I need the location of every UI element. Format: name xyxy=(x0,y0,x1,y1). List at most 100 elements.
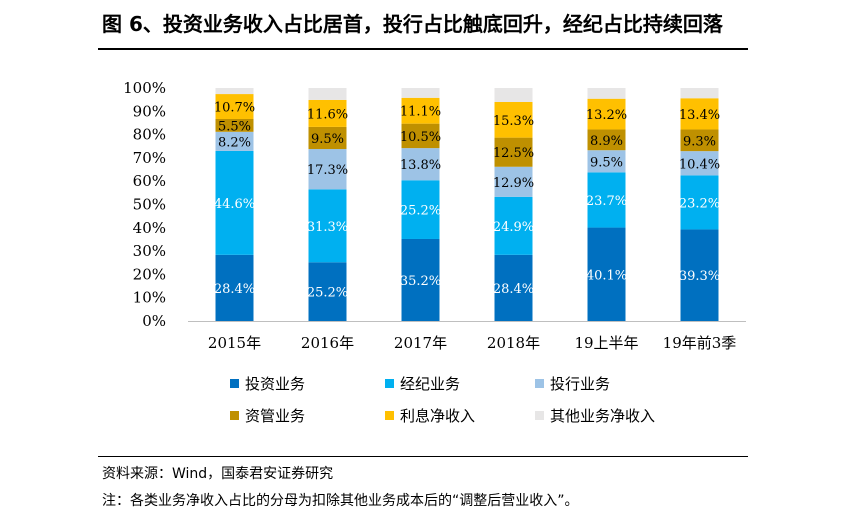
footnote: 注：各类业务净收入占比的分母为扣除其他业务成本后的“调整后营业收入”。 xyxy=(102,493,579,509)
bar-segment xyxy=(401,97,440,124)
legend-swatch xyxy=(535,378,544,388)
legend-row: 投资业务 经纪业务 投行业务 xyxy=(230,372,690,394)
bar-data-label: 24.9% xyxy=(493,220,534,235)
legend-label: 其他业务净收入 xyxy=(550,406,656,425)
x-tick-label: 2018年 xyxy=(487,334,540,352)
bar-data-label: 8.2% xyxy=(218,135,251,150)
bar-segment xyxy=(401,123,440,149)
bar-data-label: 15.3% xyxy=(493,114,534,129)
bar-data-label: 23.7% xyxy=(586,194,627,209)
bar-segment xyxy=(494,166,533,197)
stacked-bar-chart: 0% 10% 20% 30% 40% 50% 60% 70% 80% 90% 100% 28.4% 44… xyxy=(123,79,746,352)
bar-segment xyxy=(401,180,440,239)
bar-data-label: 12.9% xyxy=(493,176,534,191)
bar-data-label: 31.3% xyxy=(307,220,348,235)
bar-segment xyxy=(494,101,533,138)
bar-data-label: 13.8% xyxy=(400,158,441,173)
legend-item: 投资业务 xyxy=(230,372,305,394)
legend-swatch xyxy=(230,410,239,420)
bar-segment xyxy=(587,129,626,151)
legend-label: 投行业务 xyxy=(550,374,611,393)
bar-segment xyxy=(494,254,533,321)
bar-segment xyxy=(680,229,719,321)
bar-data-label: 17.3% xyxy=(307,163,348,178)
bar-segment xyxy=(308,189,347,263)
x-tick-label: 2016年 xyxy=(301,334,354,352)
y-tick-label: 40% xyxy=(133,219,166,237)
bar-segment xyxy=(215,88,254,95)
bar-segment xyxy=(215,131,254,151)
bar-segment xyxy=(308,149,347,190)
bar-data-label: 10.5% xyxy=(400,130,441,145)
legend-label: 经纪业务 xyxy=(400,374,461,393)
y-tick-label: 50% xyxy=(133,196,166,214)
y-tick-label: 90% xyxy=(133,102,166,120)
bar-data-label: 11.1% xyxy=(400,105,441,120)
y-tick-label: 10% xyxy=(133,289,166,307)
y-tick-label: 30% xyxy=(133,242,166,260)
bar-data-label: 39.3% xyxy=(679,269,720,284)
bar-segment xyxy=(308,262,347,321)
bar-segment xyxy=(308,126,347,150)
bar-segment xyxy=(401,88,440,98)
x-tick-label: 19上半年 xyxy=(574,334,638,352)
bar-segment xyxy=(215,254,254,321)
legend-swatch xyxy=(535,410,544,420)
legend-swatch xyxy=(385,378,394,388)
bar-data-label: 25.2% xyxy=(400,204,441,219)
bar-segment xyxy=(587,227,626,321)
legend-label: 投资业务 xyxy=(245,374,306,393)
bar-segment xyxy=(587,98,626,130)
bar-data-label: 28.4% xyxy=(214,282,255,297)
y-tick-label: 20% xyxy=(133,265,166,283)
bar-data-label: 23.2% xyxy=(679,196,720,211)
bar-segment xyxy=(680,175,719,230)
bar-segment xyxy=(680,151,719,176)
bar-data-label: 12.5% xyxy=(493,146,534,161)
title-rule xyxy=(98,48,748,50)
bar-segment xyxy=(401,148,440,181)
bar-segment xyxy=(308,88,347,100)
bar-segment xyxy=(587,172,626,228)
bar-segment xyxy=(215,118,254,132)
legend-swatch xyxy=(230,378,239,388)
legend-swatch xyxy=(385,410,394,420)
bar-data-label: 25.2% xyxy=(307,286,348,301)
y-tick-label: 60% xyxy=(133,172,166,190)
bar-segment xyxy=(308,99,347,127)
legend-item: 投行业务 xyxy=(535,372,610,394)
bar-segment xyxy=(215,150,254,255)
bar-data-label: 5.5% xyxy=(218,119,251,134)
source-note: 资料来源：Wind，国泰君安证券研究 xyxy=(102,466,334,482)
legend-item: 其他业务净收入 xyxy=(535,404,655,426)
y-tick-label: 80% xyxy=(133,126,166,144)
bar-data-label: 10.7% xyxy=(214,101,255,116)
bar-segment xyxy=(494,88,533,102)
bar-segment xyxy=(587,150,626,173)
x-tick-label: 19年前3季 xyxy=(663,334,737,352)
legend-item: 经纪业务 xyxy=(385,372,460,394)
y-tick-label: 100% xyxy=(123,79,166,97)
source-rule xyxy=(98,456,748,457)
bar-data-label: 28.4% xyxy=(493,282,534,297)
bar-data-label: 35.2% xyxy=(400,274,441,289)
legend-label: 利息净收入 xyxy=(400,406,476,425)
bar-data-label: 40.1% xyxy=(586,268,627,283)
bar-data-label: 13.4% xyxy=(679,108,720,123)
legend-item: 资管业务 xyxy=(230,404,305,426)
bar-segment xyxy=(680,98,719,130)
y-tick-label: 70% xyxy=(133,149,166,167)
bar-data-label: 9.3% xyxy=(683,134,716,149)
legend-row: 资管业务 利息净收入 其他业务净收入 xyxy=(230,404,690,426)
bar-data-label: 8.9% xyxy=(590,134,623,149)
bar-segment xyxy=(494,137,533,167)
bar-data-label: 44.6% xyxy=(214,197,255,212)
x-tick-label: 2015年 xyxy=(208,334,261,352)
bar-segment xyxy=(494,196,533,255)
y-tick-label: 0% xyxy=(142,312,166,330)
bar-segment xyxy=(215,94,254,119)
bar-segment xyxy=(587,88,626,99)
bar-data-label: 11.6% xyxy=(307,107,348,122)
bar-data-label: 9.5% xyxy=(590,155,623,170)
legend-item: 利息净收入 xyxy=(385,404,475,426)
